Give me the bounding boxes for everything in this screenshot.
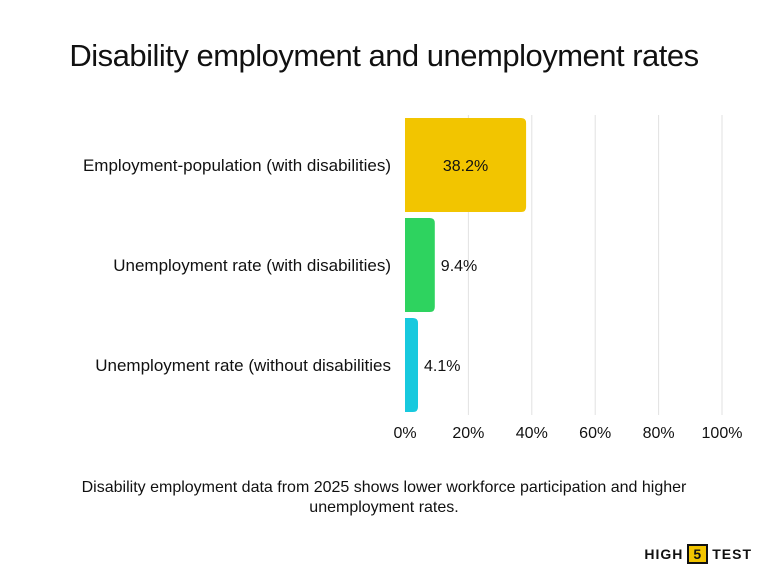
brand-logo: HIGH 5 TEST: [644, 544, 752, 564]
brand-text-test: TEST: [712, 546, 752, 562]
brand-text-high: HIGH: [644, 546, 684, 562]
bar: [405, 318, 418, 412]
x-tick-label: 40%: [516, 425, 548, 442]
bar: [405, 118, 527, 212]
brand-text-five: 5: [687, 544, 709, 564]
chart-title: Disability employment and unemployment r…: [69, 38, 699, 73]
x-tick-label: 0%: [393, 425, 416, 442]
bar-chart: 0% 20% 40% 60% 80% 100% Employment-population …: [83, 115, 742, 442]
x-tick-label: 80%: [643, 425, 675, 442]
category-label: Unemployment rate (without disabilities: [95, 356, 391, 375]
grid-lines: [467, 115, 723, 415]
x-tick-label: 20%: [452, 425, 484, 442]
data-label: 9.4%: [441, 258, 477, 275]
labels: 0% 20% 40% 60% 80% 100% Employment-population …: [83, 156, 742, 442]
x-tick-label: 60%: [579, 425, 611, 442]
data-label: 4.1%: [424, 358, 460, 375]
data-label: 38.2%: [443, 158, 488, 175]
bar: [405, 218, 435, 312]
bars: [405, 118, 527, 412]
x-tick-label: 100%: [702, 425, 743, 442]
chart-caption: Disability employment data from 2025 sho…: [81, 479, 687, 516]
category-label: Unemployment rate (with disabilities): [113, 256, 391, 275]
category-label: Employment-population (with disabilities…: [83, 156, 391, 175]
